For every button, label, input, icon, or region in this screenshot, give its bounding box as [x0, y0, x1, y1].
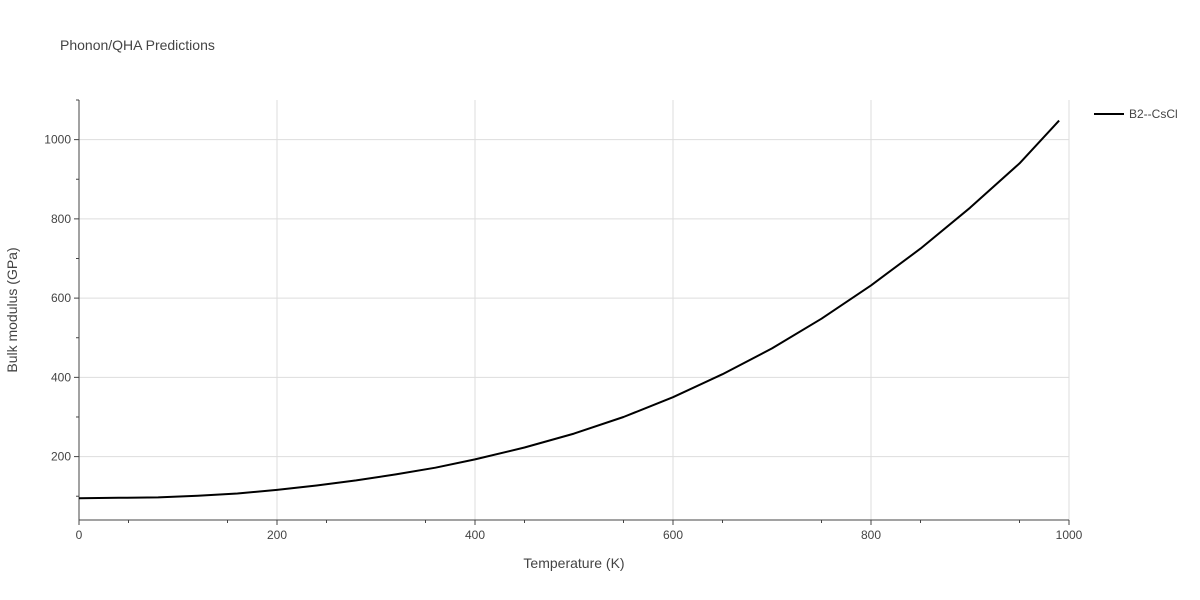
x-axis-title: Temperature (K) — [523, 555, 624, 571]
y-tick-label: 600 — [51, 291, 71, 305]
series-layer — [78, 119, 1060, 500]
series-line-0[interactable] — [78, 119, 1060, 500]
x-tick-label: 1000 — [1056, 528, 1083, 542]
tick-marks: 0 200 400 600 800 1000 200 400 600 800 1000 — [44, 99, 1083, 542]
axes — [78, 100, 1069, 521]
gridlines — [79, 100, 1070, 520]
y-tick-label: 1000 — [44, 133, 71, 147]
legend-label: B2--CsCl — [1129, 107, 1178, 121]
y-axis-title: Bulk modulus (GPa) — [4, 247, 20, 372]
x-tick-label: 200 — [267, 528, 287, 542]
y-tick-label: 400 — [51, 370, 71, 384]
x-tick-label: 800 — [861, 528, 881, 542]
x-tick-label: 0 — [76, 528, 83, 542]
x-tick-label: 400 — [465, 528, 485, 542]
y-tick-label: 200 — [51, 450, 71, 464]
legend[interactable]: B2--CsCl — [1094, 107, 1178, 121]
y-tick-label: 800 — [51, 212, 71, 226]
x-tick-label: 600 — [663, 528, 683, 542]
chart-title: Phonon/QHA Predictions — [60, 37, 215, 53]
